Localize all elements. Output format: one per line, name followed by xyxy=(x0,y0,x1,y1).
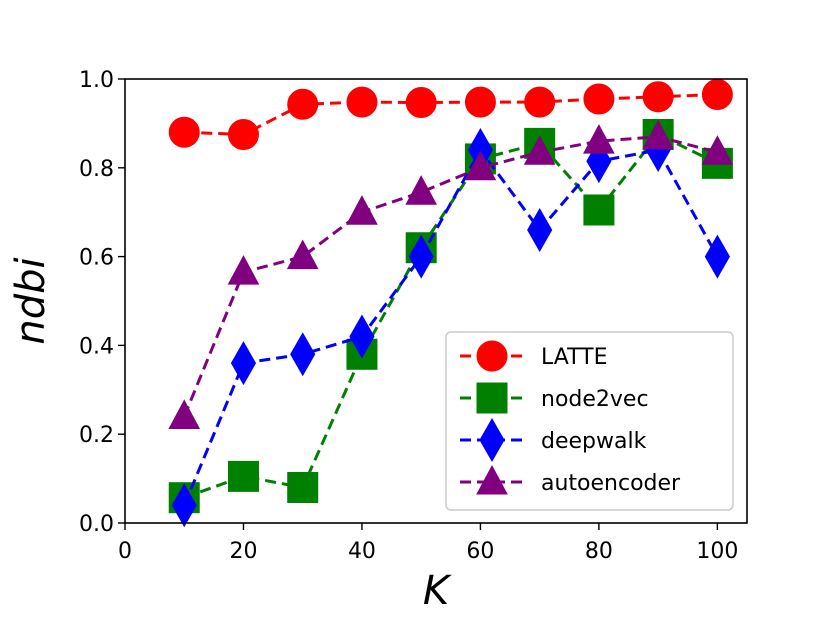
data-point-diamond xyxy=(230,341,257,386)
legend-item: LATTE xyxy=(460,340,608,372)
y-tick-label: 0.4 xyxy=(79,334,114,359)
legend-marker-diamond xyxy=(479,417,505,463)
legend-label: LATTE xyxy=(541,345,608,370)
y-tick-label: 0.6 xyxy=(79,246,114,271)
data-point-triangle xyxy=(405,175,438,205)
data-point-diamond xyxy=(171,483,197,528)
data-point-circle xyxy=(464,86,496,118)
series-line xyxy=(184,93,718,137)
data-point-circle xyxy=(227,119,259,150)
data-point-triangle xyxy=(286,239,319,270)
series-line xyxy=(182,135,718,418)
data-point-triangle xyxy=(464,150,497,181)
y-tick-label: 0.2 xyxy=(79,423,114,448)
data-point-diamond xyxy=(290,332,316,377)
legend-box xyxy=(445,331,734,511)
data-point-circle xyxy=(405,87,437,119)
data-point-triangle xyxy=(701,135,734,165)
x-tick-label: 80 xyxy=(585,539,613,564)
data-point-diamond xyxy=(704,234,730,279)
legend-label: node2vec xyxy=(541,387,649,412)
data-point-triangle xyxy=(168,399,201,429)
data-point-circle xyxy=(287,88,319,120)
series-latte xyxy=(168,79,733,150)
legend-item: deepwalk xyxy=(460,417,647,463)
series-line xyxy=(183,132,719,500)
plot-area xyxy=(168,79,734,528)
data-point-triangle xyxy=(583,124,615,154)
data-point-circle xyxy=(701,79,733,111)
legend-label: autoencoder xyxy=(541,471,681,496)
legend-marker-circle xyxy=(476,340,508,372)
data-point-circle xyxy=(346,86,378,118)
data-point-diamond xyxy=(349,314,375,359)
data-point-triangle xyxy=(642,119,674,150)
y-tick-label: 1.0 xyxy=(79,68,114,93)
data-point-triangle xyxy=(227,255,260,285)
series-line xyxy=(182,147,719,506)
x-tick-label: 20 xyxy=(229,539,257,564)
data-point-circle xyxy=(168,116,200,148)
legend: LATTE node2vec deepwalk autoencoder xyxy=(445,331,734,511)
data-point-square xyxy=(583,194,615,226)
data-point-circle xyxy=(524,86,556,118)
x-tick-label: 60 xyxy=(466,539,494,564)
y-axis-label: ndbi xyxy=(8,257,54,344)
legend-item: node2vec xyxy=(460,382,649,414)
data-point-diamond xyxy=(527,207,553,252)
data-point-triangle xyxy=(346,195,378,225)
data-point-diamond xyxy=(408,234,434,279)
data-point-triangle xyxy=(523,135,556,165)
y-tick-label: 0.0 xyxy=(79,512,114,537)
y-tick-label: 0.8 xyxy=(79,157,114,182)
legend-marker-square xyxy=(476,382,508,414)
legend-label: deepwalk xyxy=(541,429,647,454)
x-tick-label: 100 xyxy=(696,539,738,564)
x-tick-label: 40 xyxy=(348,539,376,564)
data-point-square xyxy=(287,471,319,503)
axes-frame xyxy=(124,78,748,524)
data-point-square xyxy=(227,460,259,492)
data-point-circle xyxy=(642,81,674,113)
series-autoencoder xyxy=(168,119,734,429)
legend-item: autoencoder xyxy=(460,464,681,496)
axis-ticks: 0 20 40 60 80 100 0.0 0.2 0.4 0.6 0.8 1.0 xyxy=(79,68,738,564)
data-point-circle xyxy=(583,83,615,115)
legend-marker-triangle xyxy=(476,464,508,495)
x-axis-label: K xyxy=(423,568,452,614)
x-tick-label: 0 xyxy=(118,539,132,564)
